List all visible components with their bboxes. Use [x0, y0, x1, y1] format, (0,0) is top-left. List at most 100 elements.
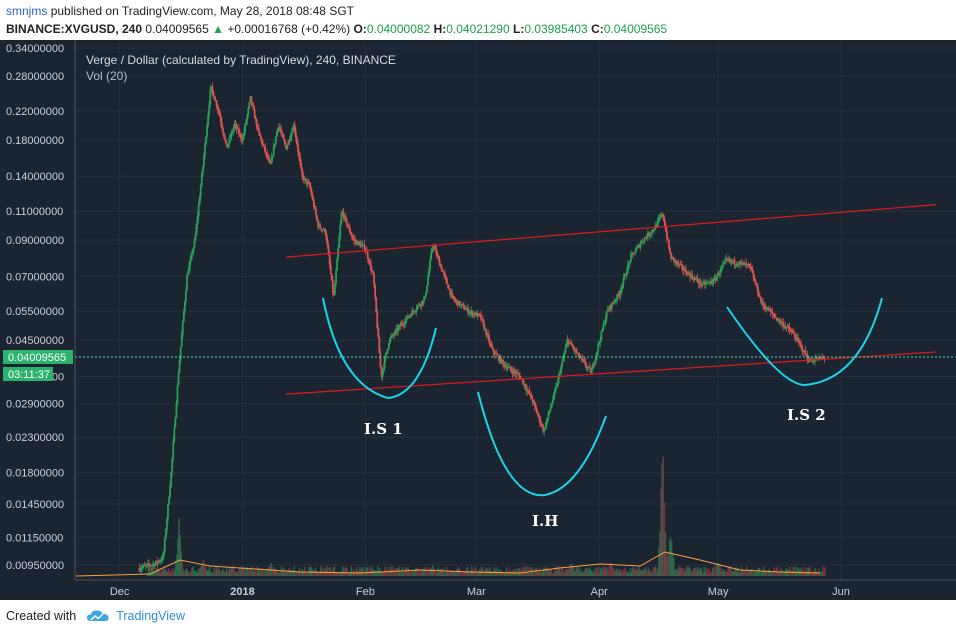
tradingview-link[interactable]: TradingView: [116, 609, 185, 623]
volume-bar: [296, 571, 299, 576]
volume-bar: [235, 572, 237, 576]
volume-bar: [364, 572, 366, 576]
volume-bar: [474, 566, 476, 576]
volume-bar: [280, 566, 283, 576]
volume-bar: [351, 573, 354, 576]
candle-body: [770, 311, 773, 313]
candle-body: [780, 322, 782, 324]
candle-body: [657, 219, 660, 222]
volume-bar: [239, 569, 242, 576]
volume-bar: [586, 567, 588, 576]
candle-body: [326, 240, 329, 247]
candle-body: [179, 347, 182, 360]
volume-bar: [269, 565, 271, 576]
trendline[interactable]: [286, 351, 937, 395]
candle-body: [488, 336, 491, 343]
pattern-curve[interactable]: [477, 391, 607, 497]
candle-body: [190, 254, 193, 260]
candle-body: [290, 132, 293, 138]
candle-body: [361, 244, 364, 246]
candle-body: [271, 155, 274, 158]
candle-body: [621, 283, 624, 289]
candle-body: [589, 368, 592, 374]
candle-body: [260, 136, 262, 140]
volume-bar: [271, 566, 273, 576]
volume-bar: [700, 567, 703, 576]
volume-bar: [428, 567, 431, 576]
candle-body: [420, 301, 423, 306]
volume-bar: [535, 567, 538, 576]
volume-bar: [571, 566, 574, 576]
candle-body: [655, 225, 658, 227]
candle-body: [255, 119, 258, 128]
candle-body: [785, 327, 788, 329]
candle-body: [822, 357, 825, 359]
candle-body: [636, 246, 639, 249]
candle-body: [194, 234, 197, 241]
pattern-curve[interactable]: [322, 297, 437, 400]
volume-bar: [569, 565, 571, 576]
volume-bar: [335, 572, 338, 576]
candle-body: [730, 260, 733, 262]
volume-bar: [285, 570, 287, 576]
volume-bar: [579, 569, 582, 576]
volume-bar: [560, 566, 563, 576]
candle-body: [578, 353, 581, 358]
volume-bar: [300, 570, 303, 576]
candle-body: [800, 343, 803, 346]
candle-body: [719, 267, 722, 273]
candle-body: [275, 131, 278, 137]
volume-bar: [741, 568, 744, 576]
volume-bar: [267, 569, 269, 576]
candle-body: [294, 131, 297, 138]
candle-body: [767, 307, 770, 312]
candle-body: [637, 244, 640, 247]
volume-bar: [601, 570, 603, 576]
candle-body: [368, 262, 371, 264]
volume-bar: [548, 569, 550, 576]
candle-body: [535, 408, 538, 414]
volume-bar: [274, 568, 277, 576]
volume-bar: [257, 568, 260, 576]
candle-body: [310, 190, 313, 197]
candle-body: [412, 310, 415, 312]
candle-body: [786, 326, 789, 328]
trendline[interactable]: [286, 204, 937, 258]
volume-bar: [411, 571, 414, 576]
x-tick-label: Feb: [356, 586, 375, 598]
volume-bar: [818, 571, 821, 576]
volume-bar: [530, 568, 532, 576]
candle-body: [196, 216, 199, 225]
volume-bar: [273, 567, 275, 576]
volume-bar: [306, 571, 308, 576]
candle-body: [434, 247, 437, 250]
candle-body: [324, 229, 327, 234]
volume-bar: [720, 571, 723, 576]
volume-bar: [458, 568, 460, 576]
candle-body: [360, 244, 363, 247]
candle-body: [206, 125, 208, 137]
candle-body: [613, 302, 615, 304]
candle-body: [598, 342, 601, 345]
candle-body: [729, 259, 732, 262]
volume-bar: [214, 571, 216, 576]
candle-body: [631, 253, 633, 255]
pattern-curve[interactable]: [726, 297, 883, 387]
chart-title: Verge / Dollar (calculated by TradingVie…: [86, 53, 396, 67]
volume-bar: [654, 566, 657, 576]
volume-bar: [289, 570, 291, 576]
volume-bar: [623, 569, 625, 576]
candle-body: [253, 109, 256, 119]
candle-body: [577, 353, 580, 355]
candle-body: [493, 352, 496, 355]
volume-bar: [657, 568, 659, 576]
candle-body: [718, 272, 721, 275]
candle-body: [614, 300, 616, 303]
author-link[interactable]: smnjms: [6, 4, 48, 18]
volume-bar: [249, 567, 251, 576]
volume-bar: [734, 568, 736, 576]
candle-body: [668, 240, 670, 249]
price-chart[interactable]: 0.34000000 0.28000000 0.22000000 0.18000000…: [0, 40, 956, 600]
candle-body: [229, 137, 232, 139]
volume-bar: [425, 566, 428, 576]
